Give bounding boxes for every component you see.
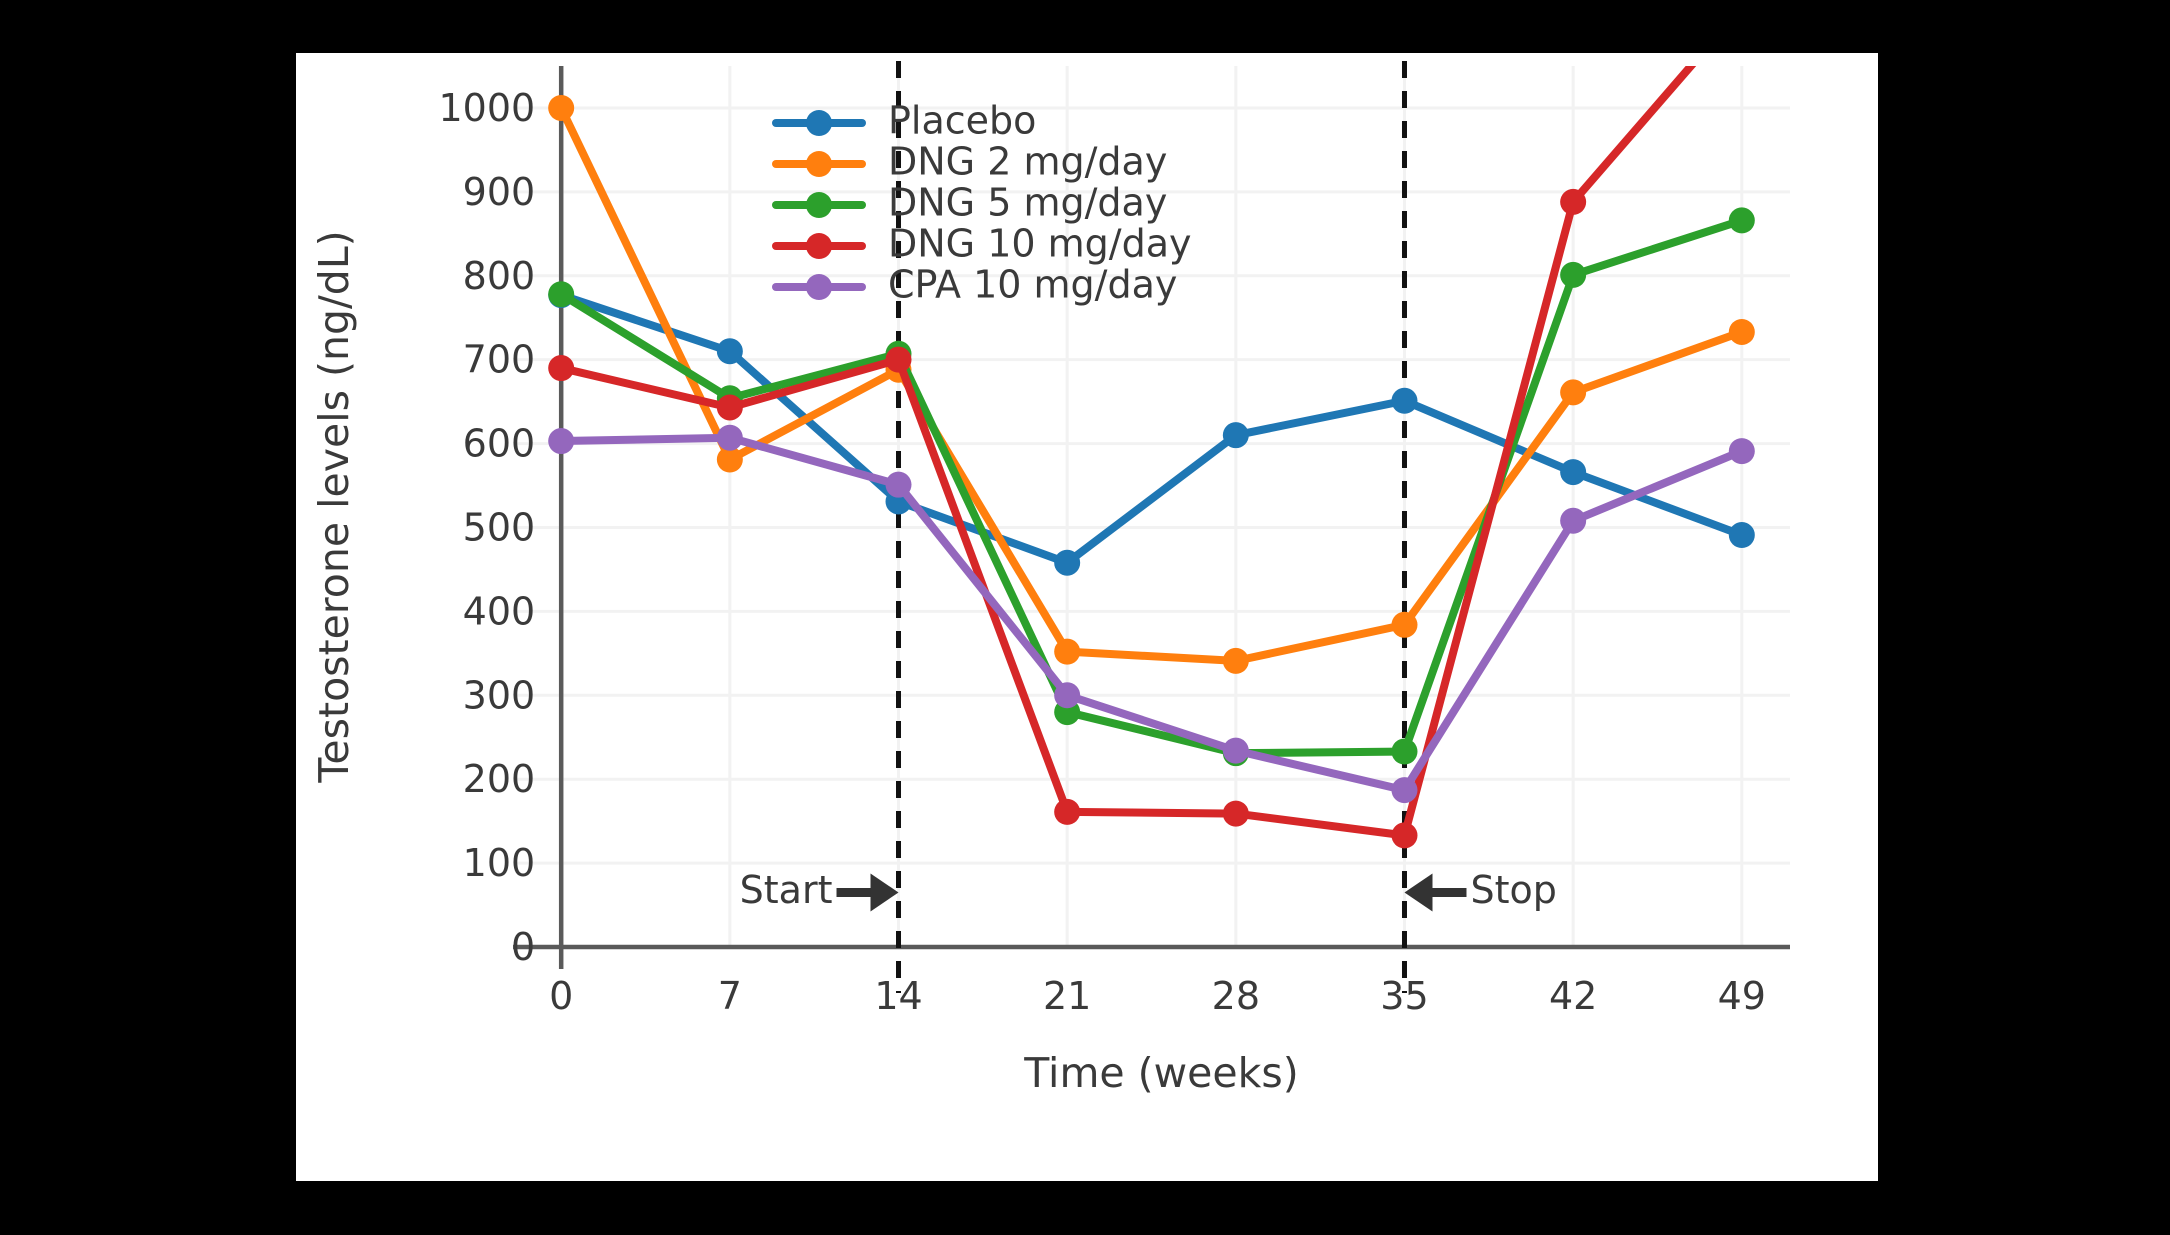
x-tick-label: 0 xyxy=(549,974,573,1018)
y-tick-label: 300 xyxy=(463,673,536,717)
legend-label-0[interactable]: Placebo xyxy=(888,99,1036,143)
y-tick-label: 400 xyxy=(463,589,536,633)
data-point xyxy=(1728,438,1755,465)
series-line-2 xyxy=(557,216,1746,758)
x-tick-label: 21 xyxy=(1043,974,1091,1018)
x-tick-label: 7 xyxy=(718,974,742,1018)
series-line-3 xyxy=(557,66,1697,840)
y-tick-label: 200 xyxy=(463,757,536,801)
y-tick-label: 0 xyxy=(511,925,535,969)
data-point xyxy=(1054,638,1081,665)
x-tick-label: 28 xyxy=(1212,974,1260,1018)
y-tick-label: 100 xyxy=(463,841,536,885)
data-point xyxy=(1391,738,1418,765)
legend-marker-0[interactable] xyxy=(806,110,832,136)
y-tick-label: 800 xyxy=(463,254,536,298)
y-tick-label: 900 xyxy=(463,170,536,214)
data-point xyxy=(1054,682,1081,709)
data-point xyxy=(716,394,743,421)
data-point xyxy=(1560,379,1587,406)
legend-label-4[interactable]: CPA 10 mg/day xyxy=(888,263,1177,307)
x-tick-label: 14 xyxy=(874,974,922,1018)
data-point xyxy=(716,424,743,451)
line-chart: 0 100 200 300 400 500 600 700 800 900 1000 0 7 14 21 28… xyxy=(310,61,1790,1097)
data-point xyxy=(716,446,743,473)
data-point xyxy=(1560,507,1587,534)
legend-marker-3[interactable] xyxy=(806,233,832,259)
data-point xyxy=(1391,387,1418,414)
data-point xyxy=(1054,549,1081,576)
data-point xyxy=(548,94,575,121)
legend-marker-1[interactable] xyxy=(806,151,832,177)
x-tick-label: 49 xyxy=(1718,974,1766,1018)
data-point xyxy=(548,428,575,455)
series-line-0 xyxy=(557,291,1746,567)
annotation-arrowhead-stop xyxy=(1404,873,1433,912)
y-tick-label: 1000 xyxy=(438,86,535,130)
x-axis-title: Time (weeks) xyxy=(1023,1049,1298,1097)
figure-canvas: 0 100 200 300 400 500 600 700 800 900 1000 0 7 14 21 28… xyxy=(296,53,1878,1181)
annotation-arrowhead-start xyxy=(870,873,899,912)
data-point xyxy=(1222,647,1249,674)
legend-marker-4[interactable] xyxy=(806,274,832,300)
data-point xyxy=(1391,777,1418,804)
data-point xyxy=(716,338,743,365)
legend-label-3[interactable]: DNG 10 mg/day xyxy=(888,222,1191,266)
data-point xyxy=(1391,611,1418,638)
series-line-4 xyxy=(557,433,1746,795)
data-point xyxy=(1222,422,1249,449)
data-point xyxy=(1391,822,1418,849)
y-tick-label: 500 xyxy=(463,505,536,549)
annotation-label-stop: Stop xyxy=(1470,868,1556,912)
data-point xyxy=(548,281,575,308)
legend-marker-2[interactable] xyxy=(806,192,832,218)
x-tick-label: 35 xyxy=(1380,974,1428,1018)
data-point xyxy=(885,471,912,498)
data-point xyxy=(885,346,912,373)
y-tick-label: 600 xyxy=(463,422,536,466)
y-tick-label: 700 xyxy=(463,338,536,382)
data-point xyxy=(1728,318,1755,345)
legend-label-1[interactable]: DNG 2 mg/day xyxy=(888,140,1167,184)
y-axis-title: Testosterone levels (ng/dL) xyxy=(310,230,358,783)
data-point xyxy=(1728,522,1755,549)
data-point xyxy=(1054,798,1081,825)
legend-label-2[interactable]: DNG 5 mg/day xyxy=(888,181,1167,225)
x-tick-label: 42 xyxy=(1549,974,1597,1018)
data-point xyxy=(1222,737,1249,764)
data-point xyxy=(1728,207,1755,234)
data-point xyxy=(1560,261,1587,288)
data-point xyxy=(1560,188,1587,215)
data-point xyxy=(1560,459,1587,486)
data-point xyxy=(1222,800,1249,827)
annotation-label-start: Start xyxy=(740,868,833,912)
data-point xyxy=(548,355,575,382)
